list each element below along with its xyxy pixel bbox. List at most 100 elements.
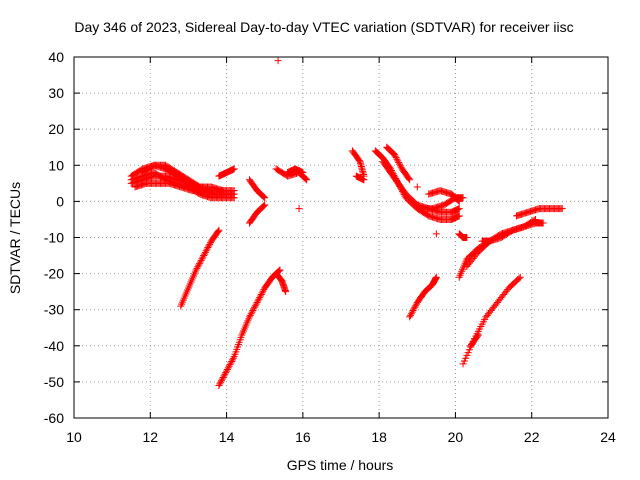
data-point xyxy=(455,212,463,220)
data-track xyxy=(455,219,547,281)
data-point xyxy=(395,160,403,168)
data-point xyxy=(251,302,259,310)
data-point xyxy=(228,357,236,365)
data-track xyxy=(463,215,540,270)
y-tick-label: 10 xyxy=(48,157,64,173)
data-point xyxy=(245,313,253,321)
data-point xyxy=(193,264,201,272)
data-point xyxy=(194,263,202,271)
data-point xyxy=(256,294,264,302)
data-point xyxy=(360,176,368,184)
data-point xyxy=(299,169,307,177)
data-point xyxy=(405,175,413,183)
y-tick-label: 0 xyxy=(56,193,64,209)
data-point xyxy=(530,216,538,224)
data-point xyxy=(229,354,237,362)
data-track xyxy=(455,230,471,241)
data-point xyxy=(214,227,222,235)
data-point xyxy=(392,154,400,162)
data-point xyxy=(539,219,547,227)
data-track xyxy=(245,176,269,202)
data-track xyxy=(432,230,440,238)
data-point xyxy=(196,258,204,266)
data-point xyxy=(406,176,414,184)
data-point xyxy=(454,197,462,205)
data-point xyxy=(282,288,290,296)
data-point xyxy=(197,256,205,264)
data-point xyxy=(203,245,211,253)
data-track xyxy=(512,205,566,220)
data-point xyxy=(249,307,257,315)
data-point xyxy=(250,305,258,313)
data-point xyxy=(192,266,200,274)
x-tick-label: 20 xyxy=(448,429,464,445)
data-point xyxy=(219,373,227,381)
data-point xyxy=(516,273,524,281)
x-axis-ticks: 10 12 14 16 18 20 22 24 xyxy=(66,57,616,445)
y-tick-label: -30 xyxy=(44,302,64,318)
data-point xyxy=(206,240,214,248)
y-tick-label: -20 xyxy=(44,266,64,282)
y-tick-label: -40 xyxy=(44,338,64,354)
plot-frame xyxy=(73,56,609,419)
data-point xyxy=(256,292,264,300)
data-point xyxy=(201,250,209,258)
data-point xyxy=(412,302,420,310)
x-tick-label: 12 xyxy=(142,429,158,445)
data-point xyxy=(225,362,233,370)
data-track xyxy=(284,165,307,177)
y-tick-label: -50 xyxy=(44,374,64,390)
data-point xyxy=(407,310,415,318)
data-point xyxy=(406,313,414,321)
data-point xyxy=(204,244,212,252)
data-track xyxy=(272,270,290,296)
data-point xyxy=(253,298,261,306)
data-point xyxy=(195,261,203,269)
data-track xyxy=(352,172,368,184)
data-point xyxy=(276,266,284,274)
data-point xyxy=(394,157,402,165)
data-point xyxy=(223,367,231,375)
data-point xyxy=(391,152,399,160)
data-points xyxy=(127,57,566,390)
y-tick-label: 20 xyxy=(48,121,64,137)
data-point xyxy=(408,308,416,316)
data-point xyxy=(532,215,540,223)
data-point xyxy=(219,187,227,195)
data-point xyxy=(459,194,467,202)
data-point xyxy=(251,303,259,311)
data-point xyxy=(247,310,255,318)
data-point xyxy=(260,193,268,201)
data-point xyxy=(393,155,401,163)
data-point xyxy=(259,192,267,200)
data-point xyxy=(230,165,238,173)
grid xyxy=(74,57,608,418)
data-point xyxy=(261,201,269,209)
data-point xyxy=(295,205,303,213)
data-point xyxy=(409,307,417,315)
data-point xyxy=(229,356,237,364)
data-point xyxy=(413,183,421,191)
data-point xyxy=(473,332,481,340)
data-track xyxy=(215,165,238,180)
data-track xyxy=(245,201,269,227)
data-point xyxy=(260,202,268,210)
data-track xyxy=(425,187,463,205)
data-track xyxy=(406,273,440,321)
data-point xyxy=(216,380,224,388)
data-point xyxy=(224,364,232,372)
data-point xyxy=(252,300,260,308)
data-point xyxy=(259,203,267,211)
data-point xyxy=(205,242,213,250)
data-track xyxy=(177,226,223,310)
data-point xyxy=(195,260,203,268)
data-point xyxy=(218,375,226,383)
data-point xyxy=(255,295,263,303)
y-tick-label: 30 xyxy=(48,85,64,101)
data-point xyxy=(254,297,262,305)
data-point xyxy=(217,378,225,386)
data-point xyxy=(303,176,311,184)
y-tick-label: -10 xyxy=(44,230,64,246)
data-point xyxy=(259,287,267,295)
